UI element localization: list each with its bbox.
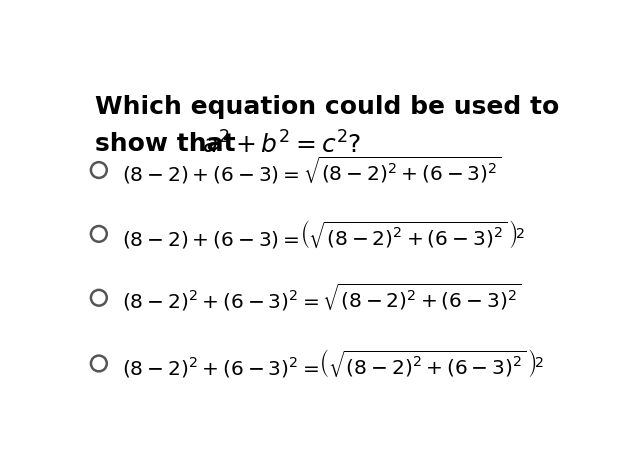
Text: $(8-2)^2+(6-3)^2=\!\left(\sqrt{(8-2)^2+(6-3)^2}\,\right)^{\!2}$: $(8-2)^2+(6-3)^2=\!\left(\sqrt{(8-2)^2+(… xyxy=(122,347,545,380)
Text: $(8-2)^2+(6-3)^2=\sqrt{(8-2)^2+(6-3)^2}$: $(8-2)^2+(6-3)^2=\sqrt{(8-2)^2+(6-3)^2}$ xyxy=(122,282,521,313)
Text: $a^2+b^2=c^2$?: $a^2+b^2=c^2$? xyxy=(202,132,361,159)
Text: $(8-2)+(6-3)=\!\left(\sqrt{(8-2)^2+(6-3)^2}\,\right)^{\!2}$: $(8-2)+(6-3)=\!\left(\sqrt{(8-2)^2+(6-3)… xyxy=(122,218,525,250)
Text: $(8-2)+(6-3)=\sqrt{(8-2)^2+(6-3)^2}$: $(8-2)+(6-3)=\sqrt{(8-2)^2+(6-3)^2}$ xyxy=(122,155,502,186)
Text: show that: show that xyxy=(95,132,244,155)
Text: Which equation could be used to: Which equation could be used to xyxy=(95,95,559,119)
